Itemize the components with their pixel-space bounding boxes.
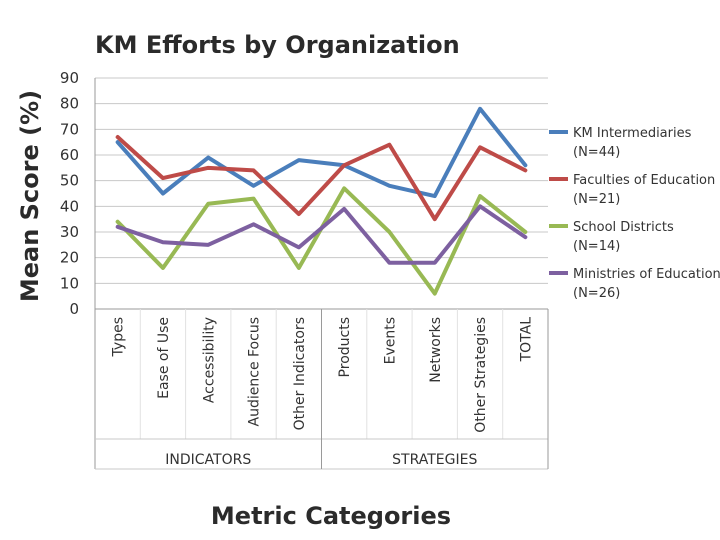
y-tick-label: 30 [60, 223, 79, 241]
data-point [342, 186, 346, 190]
data-point [252, 222, 256, 226]
x-category-label: Types [111, 317, 127, 357]
x-category-label: TOTAL [518, 317, 534, 363]
data-point [523, 230, 527, 234]
data-point [297, 158, 301, 162]
x-category-label: Accessibility [201, 317, 217, 403]
data-point [161, 176, 165, 180]
x-category-label: Other Strategies [473, 317, 489, 433]
grid [94, 77, 549, 470]
series-line [115, 204, 528, 265]
x-axis-label: Metric Categories [211, 502, 451, 530]
data-point [478, 145, 482, 149]
legend-count: (N=26) [573, 286, 620, 301]
group-label: INDICATORS [165, 452, 251, 468]
y-tick-label: 60 [60, 146, 79, 164]
legend-count: (N=21) [573, 192, 620, 207]
data-point [116, 220, 120, 224]
legend-count: (N=14) [573, 239, 620, 254]
y-tick-label: 80 [60, 95, 79, 113]
x-category-label: Events [382, 317, 398, 364]
data-point [342, 207, 346, 211]
data-point [116, 135, 120, 139]
series-line [115, 106, 528, 199]
x-category-label: Networks [428, 317, 444, 383]
x-category-label: Other Indicators [292, 317, 308, 430]
legend: KM Intermediaries (N=44) Faculties of Educ… [549, 126, 720, 301]
data-point [478, 107, 482, 111]
data-point [297, 245, 301, 249]
data-point [478, 204, 482, 208]
data-point [297, 212, 301, 216]
group-label: STRATEGIES [392, 452, 477, 468]
x-category-label: Products [337, 317, 353, 377]
chart-title: KM Efforts by Organization [95, 31, 460, 59]
y-tick-label: 90 [60, 69, 79, 87]
data-point [387, 184, 391, 188]
x-category-label: Audience Focus [247, 317, 263, 426]
y-tick-label: 40 [60, 197, 79, 215]
data-point [523, 163, 527, 167]
y-axis-label: Mean Score (%) [16, 90, 44, 302]
legend-count: (N=44) [573, 145, 620, 160]
legend-label: Ministries of Education [573, 267, 720, 282]
series-line [115, 135, 528, 222]
data-point [387, 261, 391, 265]
y-tick-label: 20 [60, 249, 79, 267]
data-point [342, 163, 346, 167]
data-point [433, 292, 437, 296]
data-point [161, 240, 165, 244]
y-tick-label: 0 [69, 300, 79, 318]
data-point [252, 168, 256, 172]
x-axis-categories: Types Ease of Use Accessibility Audience Fo… [111, 317, 535, 433]
data-point [297, 266, 301, 270]
data-point [433, 261, 437, 265]
data-point [206, 243, 210, 247]
category-groups: INDICATORS STRATEGIES [165, 309, 549, 469]
data-point [387, 230, 391, 234]
data-point [161, 192, 165, 195]
x-category-label: Ease of Use [156, 317, 172, 399]
data-point [116, 225, 120, 229]
data-point [252, 184, 256, 188]
data-point [387, 143, 391, 147]
legend-label: School Districts [573, 220, 674, 235]
data-point [116, 140, 120, 144]
data-point [523, 168, 527, 172]
data-point [206, 166, 210, 170]
data-point [433, 194, 437, 198]
data-point [206, 202, 210, 206]
legend-label: Faculties of Education [573, 173, 715, 188]
y-tick-label: 50 [60, 172, 79, 190]
y-axis-ticks: 0 10 20 30 40 50 60 70 80 90 [60, 69, 79, 318]
legend-label: KM Intermediaries [573, 126, 692, 141]
y-tick-label: 70 [60, 120, 79, 138]
data-point [433, 217, 437, 221]
data-point [523, 235, 527, 239]
y-tick-label: 10 [60, 274, 79, 292]
data-point [161, 266, 165, 270]
series-lines [115, 106, 528, 296]
data-point [252, 197, 256, 201]
data-point [478, 194, 482, 198]
data-point [206, 156, 210, 160]
series-line [115, 186, 528, 296]
